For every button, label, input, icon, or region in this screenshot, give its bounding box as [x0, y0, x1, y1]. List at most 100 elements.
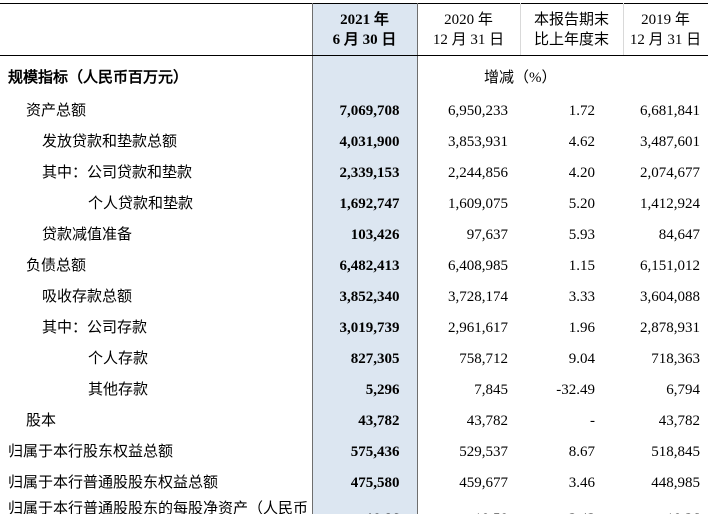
value-2020: 43,782 [466, 413, 508, 429]
value-2020: 2,244,856 [448, 165, 508, 181]
value-2021: 10.86 [311, 499, 418, 514]
value-2019: 6,151,012 [640, 258, 700, 274]
value-2021: 103,426 [311, 220, 418, 251]
value-change-percent: 3.46 [568, 475, 595, 491]
value-2019: 3,487,601 [640, 134, 700, 150]
row-label: 贷款减值准备 [42, 227, 133, 243]
value-2019: 448,985 [651, 475, 700, 491]
row-label: 归属于本行股东权益总额 [8, 444, 174, 460]
corner-cell [0, 3, 312, 56]
change-percent-header: 增减（%） [484, 69, 557, 86]
row-label: 发放贷款和垫款总额 [42, 134, 178, 150]
table-row: 吸收存款总额 3,852,340 3,728,174 3.33 3,604,08… [0, 282, 708, 313]
row-label: 吸收存款总额 [42, 289, 133, 305]
value-2020: 6,408,985 [448, 258, 508, 274]
table-row: 发放贷款和垫款总额 4,031,900 3,853,931 4.62 3,487… [0, 127, 708, 158]
value-2021: 575,436 [311, 437, 418, 468]
value-change-percent: 5.93 [568, 227, 595, 243]
table-row: 其他存款 5,296 7,845 -32.49 6,794 [0, 375, 708, 406]
value-2019: 718,363 [651, 351, 700, 367]
scale-indicators-table: 2021 年 6 月 30 日 2020 年 12 月 31 日 本报告期末 比… [0, 3, 708, 514]
column-header-2020: 2020 年 12 月 31 日 [417, 3, 520, 56]
row-label: 归属于本行普通股股东权益总额 [8, 475, 219, 491]
value-2020: 3,728,174 [448, 289, 508, 305]
table-row: 贷款减值准备 103,426 97,637 5.93 84,647 [0, 220, 708, 251]
value-2021: 2,339,153 [311, 158, 418, 189]
column-header-2020-line2: 12 月 31 日 [432, 31, 505, 48]
value-2019: 43,782 [658, 413, 700, 429]
value-2021: 4,031,900 [311, 127, 418, 158]
value-2019: 2,074,677 [640, 165, 700, 181]
value-change-percent: 3.33 [568, 289, 595, 305]
value-2021: 7,069,708 [311, 96, 418, 127]
row-label: 负债总额 [26, 258, 87, 274]
value-2021: 1,692,747 [311, 189, 418, 220]
value-2021: 475,580 [311, 468, 418, 499]
value-change-percent: - [590, 413, 595, 429]
value-change-percent: 4.62 [568, 134, 595, 150]
value-change-percent: 1.15 [568, 258, 595, 274]
table-row: 归属于本行普通股股东权益总额 475,580 459,677 3.46 448,… [0, 468, 708, 499]
table-row: 个人贷款和垫款 1,692,747 1,609,075 5.20 1,412,9… [0, 189, 708, 220]
value-2021: 3,019,739 [311, 313, 418, 344]
column-header-2020-line1: 2020 年 [444, 11, 493, 28]
value-2020: 2,961,617 [448, 320, 508, 336]
value-2021: 3,852,340 [311, 282, 418, 313]
row-label: 股本 [26, 413, 57, 429]
value-2021: 43,782 [311, 406, 418, 437]
column-header-2019-line2: 12 月 31 日 [629, 31, 702, 48]
value-2020: 7,845 [474, 382, 508, 398]
row-label: 个人贷款和垫款 [88, 196, 194, 212]
table-row: 其中：公司贷款和垫款 2,339,153 2,244,856 4.20 2,07… [0, 158, 708, 189]
value-change-percent: 8.67 [568, 444, 595, 460]
value-2020: 10.50 [417, 499, 520, 514]
value-2020: 6,950,233 [448, 103, 508, 119]
table-row: 资产总额 7,069,708 6,950,233 1.72 6,681,841 [0, 96, 708, 127]
value-change-percent: 3.43 [520, 499, 623, 514]
value-2019: 3,604,088 [640, 289, 700, 305]
table-row: 其中：公司存款 3,019,739 2,961,617 1.96 2,878,9… [0, 313, 708, 344]
column-header-change: 本报告期末 比上年度末 [519, 3, 623, 56]
value-2019: 6,681,841 [640, 103, 700, 119]
value-2019: 6,794 [666, 382, 700, 398]
value-2020: 97,637 [466, 227, 508, 243]
value-2021: 5,296 [311, 375, 418, 406]
table-row: 归属于本行普通股股东的每股净资产（人民币元） 10.86 10.50 3.43 … [0, 499, 708, 514]
value-change-percent: 4.20 [568, 165, 595, 181]
section-highlight-cell [311, 55, 418, 96]
value-2019: 1,412,924 [640, 196, 700, 212]
section-header-row: 规模指标（人民币百万元） 增减（%） [0, 55, 708, 97]
column-header-2019-line1: 2019 年 [641, 11, 690, 28]
value-2019: 84,647 [658, 227, 700, 243]
value-change-percent: 1.96 [568, 320, 595, 336]
value-change-percent: 5.20 [568, 196, 595, 212]
section-title: 规模指标（人民币百万元） [8, 69, 189, 86]
column-header-2021: 2021 年 6 月 30 日 [311, 3, 418, 56]
table-header-row: 2021 年 6 月 30 日 2020 年 12 月 31 日 本报告期末 比… [0, 3, 708, 56]
value-2019: 518,845 [651, 444, 700, 460]
value-2021: 827,305 [311, 344, 418, 375]
column-header-2021-line2: 6 月 30 日 [332, 31, 397, 48]
table-row: 个人存款 827,305 758,712 9.04 718,363 [0, 344, 708, 375]
value-2020: 1,609,075 [448, 196, 508, 212]
value-2021: 6,482,413 [311, 251, 418, 282]
column-header-change-line1: 本报告期末 [533, 11, 609, 28]
row-label: 归属于本行普通股股东的每股净资产（人民币元） [8, 501, 309, 514]
table-row: 归属于本行股东权益总额 575,436 529,537 8.67 518,845 [0, 437, 708, 468]
column-header-change-line2: 比上年度末 [533, 31, 609, 48]
value-2020: 459,677 [459, 475, 508, 491]
row-label: 其中：公司贷款和垫款 [42, 165, 193, 181]
value-change-percent: 9.04 [568, 351, 595, 367]
value-2020: 758,712 [459, 351, 508, 367]
table-row: 股本 43,782 43,782 - 43,782 [0, 406, 708, 437]
value-2019: 10.26 [623, 499, 708, 514]
column-header-2019: 2019 年 12 月 31 日 [622, 3, 708, 56]
column-header-2021-line1: 2021 年 [340, 11, 389, 28]
row-label: 个人存款 [88, 351, 149, 367]
section-empty-cell [623, 56, 708, 97]
table-row: 负债总额 6,482,413 6,408,985 1.15 6,151,012 [0, 251, 708, 282]
row-label: 其中：公司存款 [42, 320, 148, 336]
value-2020: 529,537 [459, 444, 508, 460]
value-2020: 3,853,931 [448, 134, 508, 150]
